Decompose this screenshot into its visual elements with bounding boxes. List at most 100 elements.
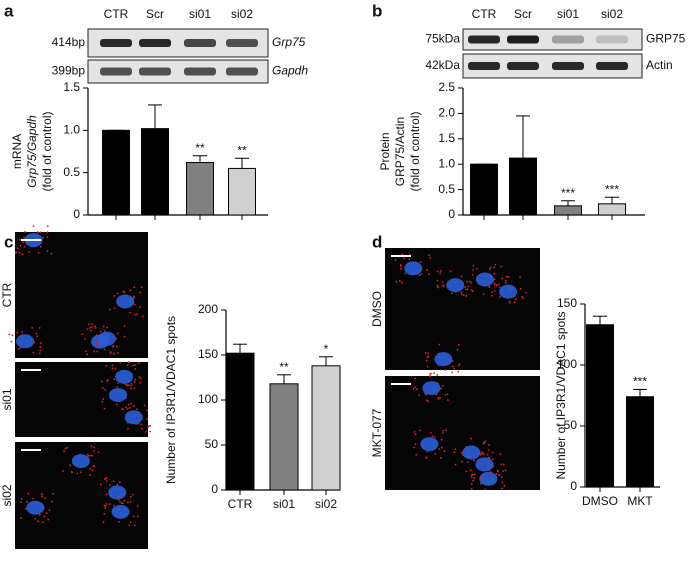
spot [113, 307, 116, 310]
spot [122, 502, 124, 505]
nucleus [434, 352, 453, 367]
bar [186, 162, 214, 216]
spot [23, 246, 26, 248]
band-gene: Actin [646, 58, 673, 72]
blot-band [139, 39, 171, 47]
spot [133, 296, 136, 299]
nucleus [479, 471, 498, 486]
spot [460, 291, 463, 294]
y-axis-label: Grp75/Gapdh [25, 115, 39, 188]
spot [127, 361, 130, 364]
spot [111, 364, 114, 367]
y-tick-label: 1.0 [438, 156, 455, 170]
y-axis-label: Protein [378, 132, 392, 170]
spot [116, 352, 119, 354]
spot [513, 301, 516, 304]
spot [473, 477, 475, 480]
spot [103, 330, 106, 332]
spot [134, 378, 137, 381]
spot [42, 236, 45, 239]
spot [117, 496, 120, 499]
spot [134, 364, 137, 366]
nucleus [108, 388, 127, 403]
nucleus [462, 445, 481, 460]
blot-band [226, 39, 258, 47]
spot [470, 437, 473, 440]
spot [420, 273, 423, 275]
spot [101, 387, 104, 389]
band-gene: Gapdh [272, 64, 308, 78]
spot [64, 447, 67, 450]
spot [116, 292, 119, 295]
spot [136, 515, 139, 518]
spot [133, 286, 136, 289]
image-label: si02 [0, 484, 14, 506]
spot [133, 303, 136, 306]
y-tick-label: 1.5 [63, 80, 80, 94]
spot [83, 337, 86, 340]
spot [36, 335, 39, 338]
y-tick-label: 1.5 [438, 131, 455, 145]
spot [126, 501, 129, 504]
spot [496, 469, 499, 472]
spot [146, 418, 149, 421]
spot [112, 344, 115, 347]
spot [95, 343, 97, 345]
y-tick-label: 0.5 [438, 182, 455, 196]
spot [103, 348, 106, 351]
spot [470, 476, 473, 479]
spot [401, 253, 404, 256]
spot [115, 345, 118, 348]
band-size: 42kDa [425, 58, 460, 72]
spot [23, 236, 25, 239]
nucleus [71, 454, 90, 469]
lane-label: si01 [557, 7, 579, 21]
spot [143, 404, 146, 407]
spot [21, 331, 24, 333]
y-tick-label: 150 [198, 347, 218, 361]
nucleus [111, 504, 130, 519]
spot [103, 407, 106, 410]
spot [139, 377, 142, 380]
spot [454, 448, 457, 451]
spot [465, 295, 468, 297]
spot [418, 274, 421, 276]
significance: *** [605, 182, 619, 196]
spot [36, 231, 39, 234]
spot [111, 367, 114, 370]
spot [419, 261, 422, 263]
spot [493, 266, 495, 269]
spot [102, 325, 105, 328]
spot [486, 453, 489, 456]
spot [123, 325, 126, 327]
spot [95, 340, 98, 343]
spot [18, 251, 21, 254]
spot [24, 230, 27, 233]
nucleus [499, 284, 518, 299]
spot [105, 480, 108, 482]
spot [493, 283, 496, 286]
spot [104, 507, 107, 509]
spot [442, 429, 444, 432]
blot-band [184, 39, 216, 47]
x-tick-label: CTR [228, 497, 253, 511]
spot [146, 409, 149, 412]
spot [90, 445, 93, 448]
spot [473, 473, 476, 476]
spot [106, 326, 109, 329]
spot [69, 464, 71, 467]
spot [18, 238, 21, 241]
spot [488, 444, 490, 446]
spot [490, 471, 492, 473]
nucleus [420, 437, 439, 452]
y-axis-label: (fold of control) [408, 111, 422, 191]
spot [492, 458, 494, 461]
spot [479, 462, 482, 465]
spot [439, 396, 442, 399]
spot [470, 488, 473, 490]
spot [94, 325, 96, 328]
spot [133, 524, 136, 527]
y-tick-label: 100 [198, 392, 218, 406]
spot [133, 380, 136, 383]
spot [399, 264, 402, 266]
